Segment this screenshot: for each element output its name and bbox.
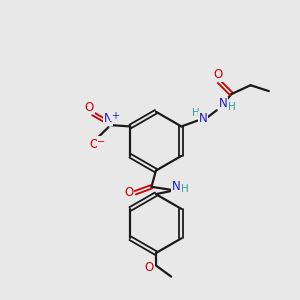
Text: O: O [85, 101, 94, 114]
Text: N: N [172, 180, 180, 193]
Text: H: H [192, 108, 200, 118]
Text: −: − [98, 137, 106, 147]
Text: N: N [104, 112, 113, 125]
Text: O: O [145, 261, 154, 274]
Text: N: N [199, 112, 207, 125]
Text: N: N [219, 97, 228, 110]
Text: H: H [228, 102, 236, 112]
Text: O: O [124, 186, 134, 199]
Text: O: O [213, 68, 222, 81]
Text: +: + [111, 110, 119, 121]
Text: O: O [89, 138, 98, 151]
Text: H: H [182, 184, 189, 194]
